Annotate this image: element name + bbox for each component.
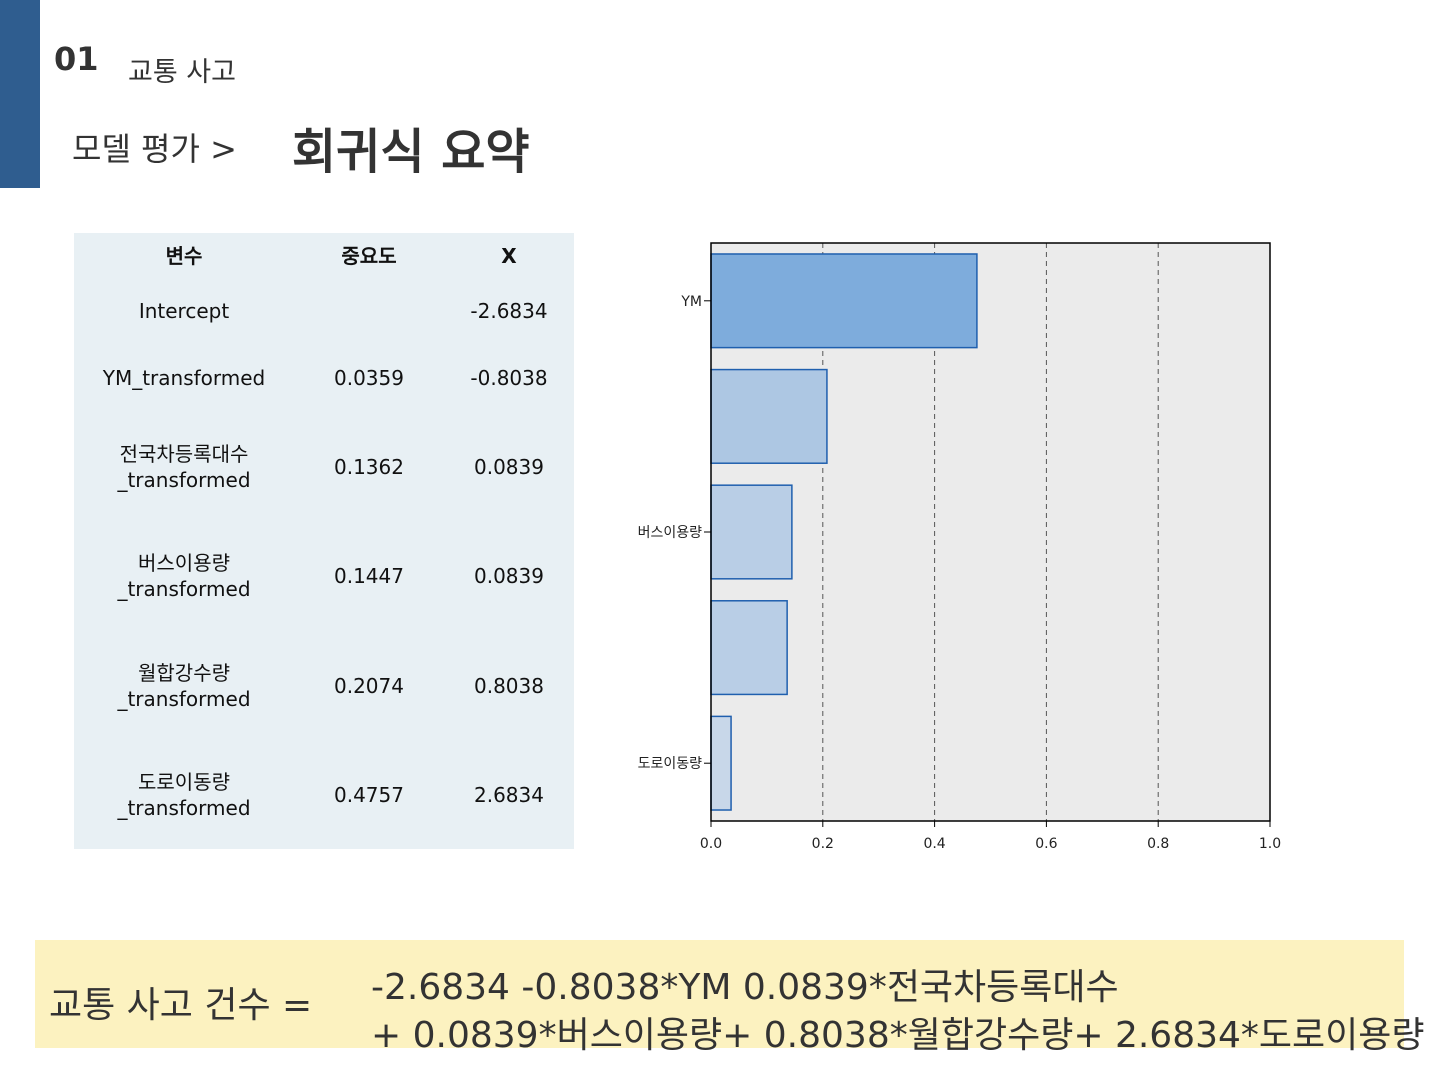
cell-variable: YM_transformed	[74, 343, 294, 413]
accent-bar	[0, 0, 40, 188]
bar	[710, 600, 788, 696]
cell-importance: 0.0359	[334, 366, 404, 390]
formula-line-2: + 0.0839*버스이용량+ 0.8038*월합강수량+ 2.6834*도로이…	[371, 1015, 1425, 1056]
section-title: 교통 사고	[128, 57, 236, 88]
cell-importance	[294, 279, 444, 343]
variable-name: 도로이동량	[138, 769, 230, 794]
x-tick-label: 1.0	[1259, 836, 1281, 852]
variable-name: 전국차등록대수	[119, 442, 249, 466]
y-tick-label: 버스이용량	[638, 525, 703, 541]
table-row: 버스이용량 _transformed 0.1447 0.0839	[74, 521, 574, 631]
table-row: 도로이동량 _transformed 0.4757 2.6834	[74, 740, 574, 849]
cell-variable: 전국차등록대수 _transformed	[74, 413, 294, 521]
cell-x: 0.8038	[474, 673, 544, 698]
cell-importance: 0.1447	[334, 564, 404, 588]
header-x: X	[501, 244, 517, 268]
variable-suffix: _transformed	[117, 577, 251, 601]
variable-name: YM_transformed	[102, 366, 266, 390]
bar	[710, 484, 793, 580]
plot-frame	[710, 242, 1271, 822]
x-tick-label: 0.6	[1035, 836, 1057, 852]
variable-name: Intercept	[138, 299, 230, 323]
table-row: 월합강수량 _transformed 0.2074 0.8038	[74, 631, 574, 740]
variable-suffix: _transformed	[117, 468, 251, 492]
cell-importance: 0.4757	[334, 782, 404, 807]
cell-variable: 도로이동량 _transformed	[74, 740, 294, 849]
variable-suffix: _transformed	[117, 686, 251, 711]
breadcrumb: 모델 평가 >	[72, 130, 237, 168]
formula-lhs: 교통 사고 건수 =	[49, 985, 313, 1026]
header-variable: 변수	[165, 244, 203, 268]
table-header-row: 변수 중요도 X	[74, 233, 574, 279]
formula-box: 교통 사고 건수 = -2.6834 -0.8038*YM 0.0839*전국차…	[35, 940, 1425, 1056]
section-number: 01	[54, 40, 99, 78]
cell-variable: 월합강수량 _transformed	[74, 631, 294, 740]
variable-name: 버스이용량	[138, 551, 230, 575]
cell-importance: 0.1362	[334, 455, 404, 479]
y-tick-label: YM	[680, 294, 702, 310]
cell-importance: 0.2074	[334, 673, 404, 698]
header-importance: 중요도	[341, 244, 397, 268]
cell-x: 0.0839	[474, 455, 544, 479]
variable-suffix: _transformed	[117, 795, 251, 820]
cell-x: 2.6834	[474, 782, 544, 807]
table-row: YM_transformed 0.0359 -0.8038	[74, 343, 574, 413]
x-tick-label: 0.8	[1147, 836, 1169, 852]
table-row: Intercept -2.6834	[74, 279, 574, 343]
cell-x: -2.6834	[470, 299, 548, 323]
x-tick-label: 0.4	[923, 836, 945, 852]
table-row: 전국차등록대수 _transformed 0.1362 0.0839	[74, 413, 574, 521]
bar	[710, 253, 978, 349]
formula-line-1: -2.6834 -0.8038*YM 0.0839*전국차등록대수	[371, 967, 1119, 1008]
x-tick-label: 0.2	[812, 836, 834, 852]
y-tick-label: 도로이동량	[638, 756, 703, 772]
cell-x: -0.8038	[470, 366, 548, 390]
variable-name: 월합강수량	[138, 660, 230, 685]
page-title: 회귀식 요약	[292, 124, 530, 180]
cell-variable: 버스이용량 _transformed	[74, 521, 294, 631]
variable-table: 변수 중요도 X Intercept -2.6834 YM_transforme…	[74, 233, 574, 849]
bar	[710, 368, 828, 464]
cell-x: 0.0839	[474, 564, 544, 588]
x-tick-label: 0.0	[700, 836, 722, 852]
cell-variable: Intercept	[74, 279, 294, 343]
bar	[710, 715, 732, 811]
